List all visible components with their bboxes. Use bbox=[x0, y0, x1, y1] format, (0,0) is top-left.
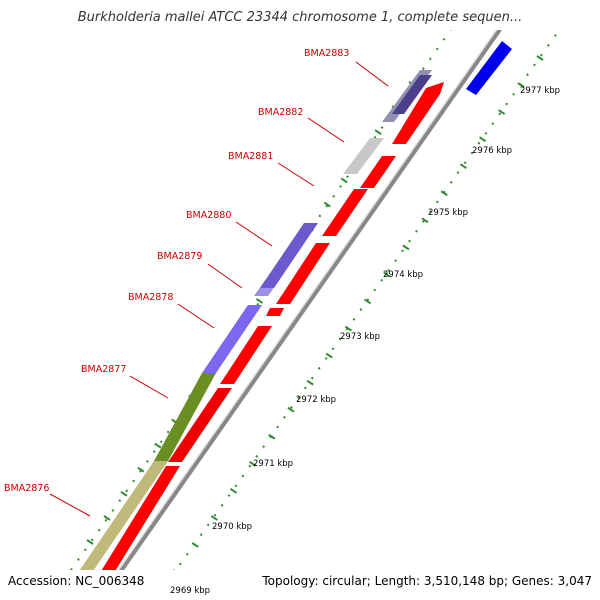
inner-ticks-tick-0 bbox=[173, 569, 175, 570]
gene-label-bma2877[interactable]: BMA2877 bbox=[81, 364, 126, 375]
inner-scale-dots bbox=[174, 30, 561, 570]
inner-ticks-tick-19 bbox=[536, 55, 544, 61]
inner-ticks-tick-18 bbox=[517, 82, 525, 88]
inner-ticks-tick-2 bbox=[210, 515, 218, 521]
cds-forward-4[interactable] bbox=[266, 308, 284, 316]
gene-label-bma2880[interactable]: BMA2880 bbox=[186, 210, 231, 221]
chromosome-backbone-highlight bbox=[117, 30, 497, 570]
inner-ticks-tick-14 bbox=[440, 190, 448, 197]
cds-forward-2[interactable] bbox=[168, 388, 232, 462]
inner-ticks-tick-5 bbox=[268, 433, 276, 440]
inner-ticks-tick-16 bbox=[478, 136, 487, 142]
outer-ticks-tick-2 bbox=[120, 490, 128, 497]
accession-text: Accession: NC_006348 bbox=[8, 574, 145, 588]
kbp-label-0: 2977 kbp bbox=[520, 86, 560, 96]
gene-label-bma2882[interactable]: BMA2882 bbox=[258, 107, 303, 118]
cds-forward-6[interactable] bbox=[322, 189, 368, 236]
gene-label-bma2883[interactable]: BMA2883 bbox=[304, 48, 349, 59]
leader-line-bma2877 bbox=[129, 375, 169, 399]
leader-line-bma2878 bbox=[177, 303, 215, 329]
inner-ticks-tick-8 bbox=[325, 352, 333, 359]
kbp-label-6: 2971 kbp bbox=[253, 459, 293, 469]
inner-ticks-tick-15 bbox=[459, 163, 467, 170]
leader-line-bma2882 bbox=[307, 117, 345, 143]
outer-ticks-tick-14 bbox=[323, 201, 331, 208]
inner-ticks-tick-4 bbox=[249, 460, 257, 467]
chromosome-backbone bbox=[119, 30, 503, 570]
gene-labels: BMA2883 BMA2882 BMA2881 BMA2880 BMA2879 BMA28… bbox=[4, 48, 349, 494]
inner-scale-ticks bbox=[173, 55, 544, 570]
map-title: Burkholderia mallei ATCC 23344 chromosom… bbox=[77, 10, 523, 25]
inner-ticks-tick-13 bbox=[421, 217, 429, 224]
inner-ticks-tick-6 bbox=[287, 406, 295, 413]
cds-track-upper[interactable] bbox=[58, 70, 432, 600]
leader-line-bma2876 bbox=[49, 493, 91, 517]
inner-ticks-tick-10 bbox=[364, 298, 372, 305]
cds-forward-8[interactable] bbox=[392, 82, 444, 144]
outer-ticks-tick-4 bbox=[154, 442, 162, 449]
leader-line-bma2881 bbox=[277, 162, 315, 187]
kbp-label-1: 2976 kbp bbox=[472, 146, 512, 156]
outer-ticks-tick-3 bbox=[137, 466, 145, 473]
gene-bma2878-band[interactable] bbox=[202, 305, 262, 373]
inner-ticks-tick-1 bbox=[191, 542, 199, 548]
cds-forward-1[interactable] bbox=[82, 466, 180, 600]
outer-ticks-tick-15 bbox=[340, 177, 348, 184]
outer-ticks-tick-1 bbox=[103, 515, 111, 521]
outer-scale-dots bbox=[69, 30, 452, 570]
gene-label-bma2881[interactable]: BMA2881 bbox=[228, 151, 273, 162]
cds-forward-5[interactable] bbox=[276, 243, 330, 304]
leader-line-bma2880 bbox=[235, 221, 273, 247]
kbp-label-5: 2972 kbp bbox=[296, 395, 336, 405]
outer-ticks-tick-0 bbox=[86, 539, 94, 545]
inner-ticks-tick-11 bbox=[383, 271, 391, 278]
inner-ticks-tick-17 bbox=[498, 109, 506, 115]
leader-line-bma2883 bbox=[355, 61, 389, 87]
gene-bma2877-band[interactable] bbox=[154, 373, 216, 461]
gene-label-bma2879[interactable]: BMA2879 bbox=[157, 251, 202, 262]
inner-ticks-tick-9 bbox=[344, 325, 352, 332]
outer-ticks-tick-10 bbox=[255, 298, 264, 304]
cds-reverse-blue[interactable] bbox=[466, 41, 512, 95]
gene-label-bma2876[interactable]: BMA2876 bbox=[4, 483, 49, 494]
gene-bma2880-band[interactable] bbox=[260, 223, 318, 288]
gene-bma2881-band[interactable] bbox=[343, 138, 384, 174]
cds-track-forward[interactable] bbox=[82, 82, 444, 600]
kbp-label-4: 2973 kbp bbox=[340, 332, 380, 342]
gene-bma2883-band[interactable] bbox=[392, 75, 432, 114]
outer-ticks-tick-17 bbox=[374, 129, 382, 136]
topology-summary: Topology: circular; Length: 3,510,148 bp… bbox=[262, 574, 592, 588]
cds-forward-7[interactable] bbox=[360, 156, 396, 188]
kbp-label-3: 2974 kbp bbox=[383, 270, 423, 280]
kbp-labels: 2977 kbp 2976 kbp 2975 kbp 2974 kbp 2973 kbp… bbox=[170, 86, 560, 596]
inner-ticks-tick-3 bbox=[229, 488, 238, 494]
gene-label-bma2878[interactable]: BMA2878 bbox=[128, 292, 173, 303]
gene-bma2876-band[interactable] bbox=[58, 461, 168, 600]
gene-label-leaders bbox=[49, 61, 389, 517]
cds-forward-3[interactable] bbox=[220, 326, 272, 384]
kbp-label-2: 2975 kbp bbox=[428, 208, 468, 218]
kbp-label-7: 2970 kbp bbox=[212, 522, 252, 532]
leader-line-bma2879 bbox=[207, 263, 243, 289]
inner-ticks-tick-12 bbox=[402, 244, 410, 251]
kbp-label-8: 2969 kbp bbox=[170, 586, 210, 596]
inner-ticks-tick-7 bbox=[306, 379, 314, 386]
